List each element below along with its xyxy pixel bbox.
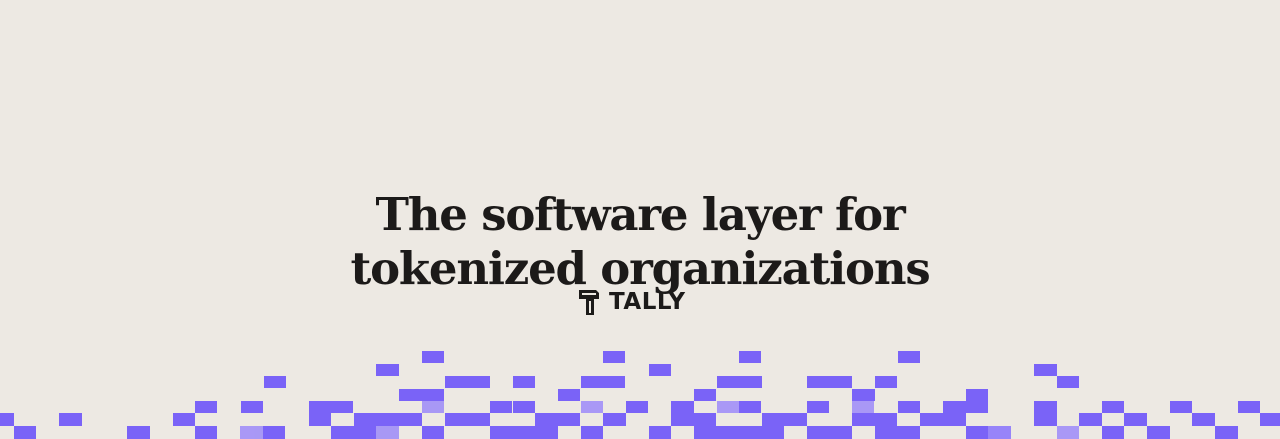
brand-name: TALLY bbox=[609, 289, 686, 315]
headline: The software layer for tokenized organiz… bbox=[0, 188, 1280, 296]
brand-lockup: TALLY bbox=[578, 288, 686, 316]
pixel-pattern-decoration bbox=[0, 351, 1280, 439]
headline-line-2: tokenized organizations bbox=[350, 242, 931, 296]
tally-logo-icon bbox=[579, 290, 599, 315]
headline-line-1: The software layer for bbox=[375, 188, 906, 242]
